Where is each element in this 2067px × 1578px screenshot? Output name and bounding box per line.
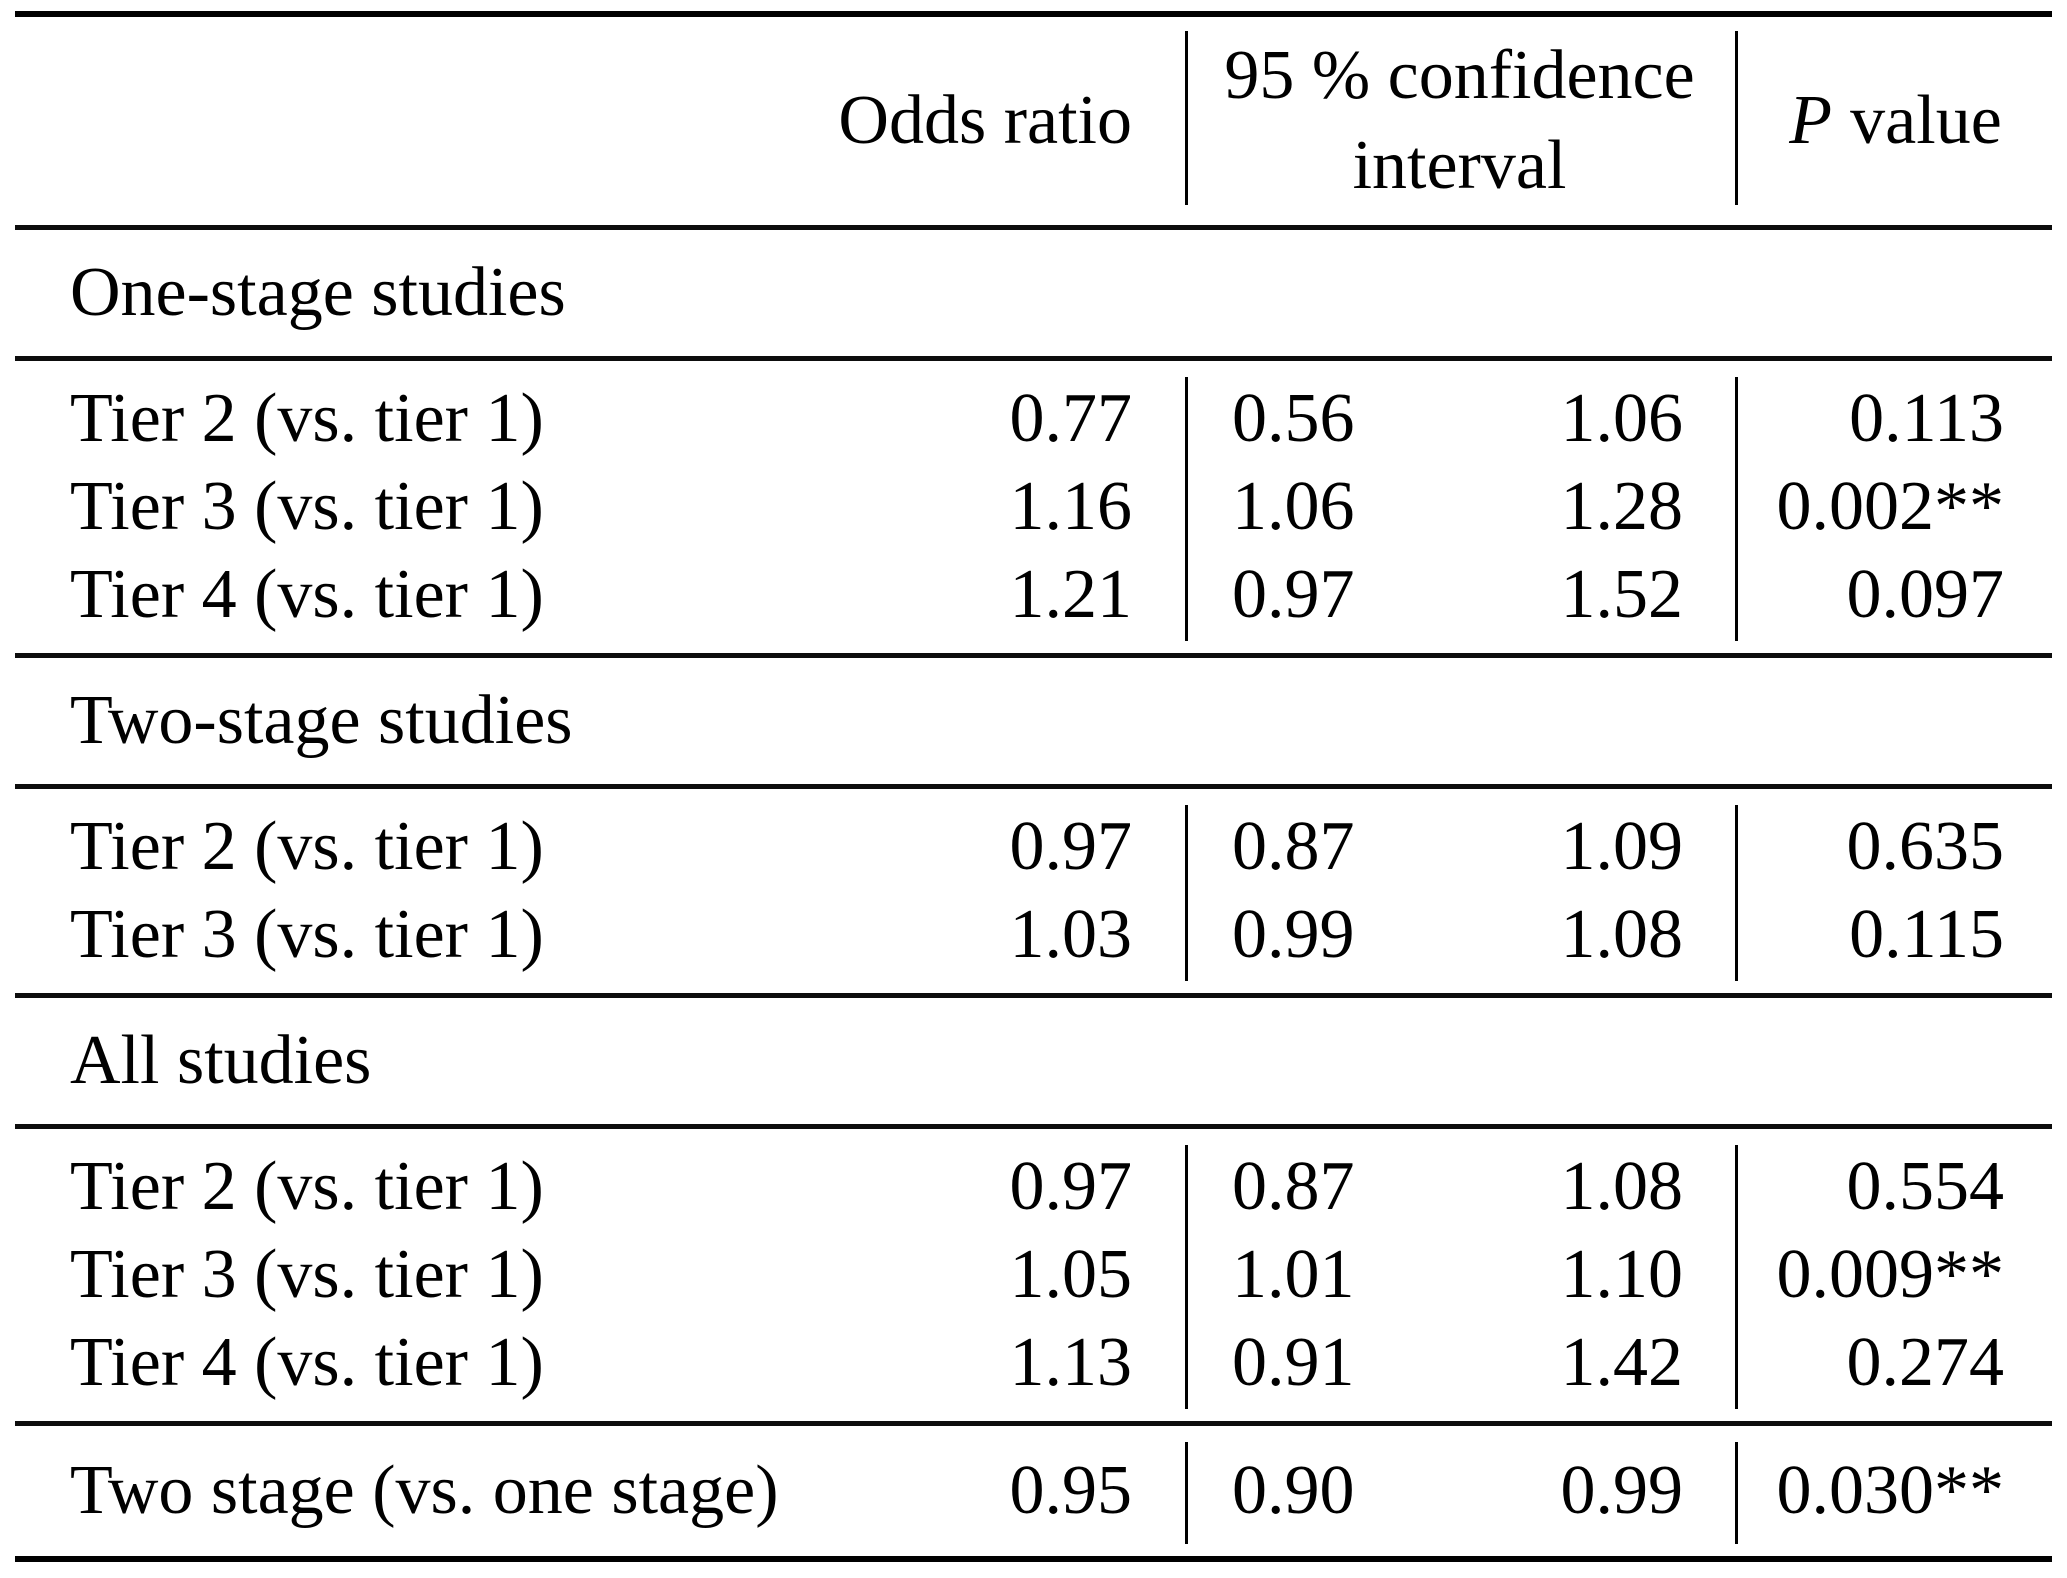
- rule-below-one-stage-heading: [15, 356, 2052, 361]
- ci-upper-value: 1.52: [1560, 556, 1684, 633]
- odds-ratio-value: 0.97: [1009, 1148, 1133, 1225]
- two-stage-data-block: Tier 2 (vs. tier 1) 0.97 0.87 1.09 0.635…: [0, 789, 2067, 993]
- table-row: Tier 3 (vs. tier 1) 1.05 1.01 1.10 0.009…: [0, 1231, 2067, 1319]
- odds-ratio-value: 1.03: [1009, 896, 1133, 973]
- rule-below-all-studies-heading: [15, 1124, 2052, 1129]
- ci-lower-value: 0.91: [1232, 1324, 1355, 1401]
- ci-lower-value: 0.87: [1232, 808, 1355, 885]
- ci-header-line2: interval: [1352, 127, 1567, 204]
- p-value: 0.097: [1846, 556, 2005, 633]
- table-row: Tier 3 (vs. tier 1) 1.16 1.06 1.28 0.002…: [0, 463, 2067, 551]
- column-divider-1: [1185, 805, 1188, 981]
- row-label: Tier 2 (vs. tier 1): [70, 380, 544, 457]
- section-heading-two-stage: Two-stage studies: [70, 682, 573, 759]
- p-value: 0.274: [1846, 1324, 2005, 1401]
- table-row: Tier 3 (vs. tier 1) 1.03 0.99 1.08 0.115: [0, 891, 2067, 979]
- section-heading-all-studies: All studies: [70, 1022, 372, 1099]
- odds-ratio-value: 1.13: [1009, 1324, 1133, 1401]
- ci-upper-value: 1.08: [1560, 896, 1684, 973]
- rule-below-all-studies-data: [15, 1421, 2052, 1426]
- odds-ratio-value: 0.77: [1009, 380, 1133, 457]
- p-value: 0.030**: [1776, 1452, 2005, 1529]
- ci-upper-value: 1.10: [1560, 1236, 1684, 1313]
- odds-ratio-value: 1.21: [1009, 556, 1133, 633]
- column-divider-1: [1185, 377, 1188, 641]
- rule-below-one-stage-data: [15, 653, 2052, 658]
- top-rule: [15, 11, 2052, 17]
- ci-lower-value: 0.90: [1232, 1452, 1355, 1529]
- bottom-rule: [15, 1556, 2052, 1562]
- column-divider-2: [1735, 805, 1738, 981]
- p-header-italic: P: [1789, 82, 1832, 159]
- p-value: 0.113: [1849, 380, 2004, 457]
- odds-ratio-value: 1.16: [1009, 468, 1133, 545]
- table-row: Tier 4 (vs. tier 1) 1.21 0.97 1.52 0.097: [0, 551, 2067, 639]
- table-row: Two stage (vs. one stage) 0.95 0.90 0.99…: [0, 1447, 2067, 1535]
- ci-lower-value: 0.56: [1232, 380, 1355, 457]
- odds-ratio-value: 0.95: [1009, 1452, 1133, 1529]
- p-value: 0.635: [1846, 808, 2005, 885]
- column-divider-2: [1735, 1442, 1738, 1544]
- column-divider-2: [1735, 377, 1738, 641]
- ci-lower-value: 0.87: [1232, 1148, 1355, 1225]
- ci-lower-value: 0.97: [1232, 556, 1355, 633]
- ci-upper-value: 1.09: [1560, 808, 1684, 885]
- odds-ratio-value: 1.05: [1009, 1236, 1133, 1313]
- ci-upper-value: 1.42: [1560, 1324, 1684, 1401]
- table-row: Tier 4 (vs. tier 1) 1.13 0.91 1.42 0.274: [0, 1319, 2067, 1407]
- row-label: Tier 3 (vs. tier 1): [70, 1236, 544, 1313]
- p-value: 0.554: [1846, 1148, 2005, 1225]
- row-label: Tier 4 (vs. tier 1): [70, 1324, 544, 1401]
- ci-upper-value: 0.99: [1560, 1452, 1684, 1529]
- one-stage-data-block: Tier 2 (vs. tier 1) 0.77 0.56 1.06 0.113…: [0, 361, 2067, 653]
- ci-lower-value: 1.01: [1232, 1236, 1355, 1313]
- row-label: Two stage (vs. one stage): [70, 1452, 779, 1529]
- rule-below-header: [15, 225, 2052, 230]
- rule-below-two-stage-data: [15, 993, 2052, 998]
- ci-upper-value: 1.08: [1560, 1148, 1684, 1225]
- table-row: Tier 2 (vs. tier 1) 0.77 0.56 1.06 0.113: [0, 375, 2067, 463]
- ci-lower-value: 1.06: [1232, 468, 1355, 545]
- table-row: Tier 2 (vs. tier 1) 0.97 0.87 1.09 0.635: [0, 803, 2067, 891]
- ci-upper-value: 1.28: [1560, 468, 1684, 545]
- p-header-rest: value: [1850, 82, 2002, 159]
- odds-ratio-value: 0.97: [1009, 808, 1133, 885]
- two-vs-one-stage-block: Two stage (vs. one stage) 0.95 0.90 0.99…: [0, 1426, 2067, 1556]
- rule-below-two-stage-heading: [15, 784, 2052, 789]
- column-divider-1: [1185, 1442, 1188, 1544]
- column-divider-1: [1185, 31, 1188, 205]
- section-heading-one-stage: One-stage studies: [70, 254, 566, 331]
- p-value: 0.009**: [1776, 1236, 2005, 1313]
- column-header-odds-ratio: Odds ratio: [838, 82, 1132, 159]
- column-header-confidence-interval: 95 % confidence interval: [1132, 31, 1787, 211]
- ci-header-line1: 95 % confidence: [1224, 37, 1695, 114]
- row-label: Tier 3 (vs. tier 1): [70, 896, 544, 973]
- row-label: Tier 3 (vs. tier 1): [70, 468, 544, 545]
- table-row: Tier 2 (vs. tier 1) 0.97 0.87 1.08 0.554: [0, 1143, 2067, 1231]
- column-divider-2: [1735, 1145, 1738, 1409]
- p-value: 0.002**: [1776, 468, 2005, 545]
- row-label: Tier 2 (vs. tier 1): [70, 1148, 544, 1225]
- row-label: Tier 2 (vs. tier 1): [70, 808, 544, 885]
- p-value: 0.115: [1849, 896, 2004, 973]
- column-divider-2: [1735, 31, 1738, 205]
- row-label: Tier 4 (vs. tier 1): [70, 556, 544, 633]
- all-studies-data-block: Tier 2 (vs. tier 1) 0.97 0.87 1.08 0.554…: [0, 1129, 2067, 1421]
- ci-upper-value: 1.06: [1560, 380, 1684, 457]
- column-divider-1: [1185, 1145, 1188, 1409]
- ci-lower-value: 0.99: [1232, 896, 1355, 973]
